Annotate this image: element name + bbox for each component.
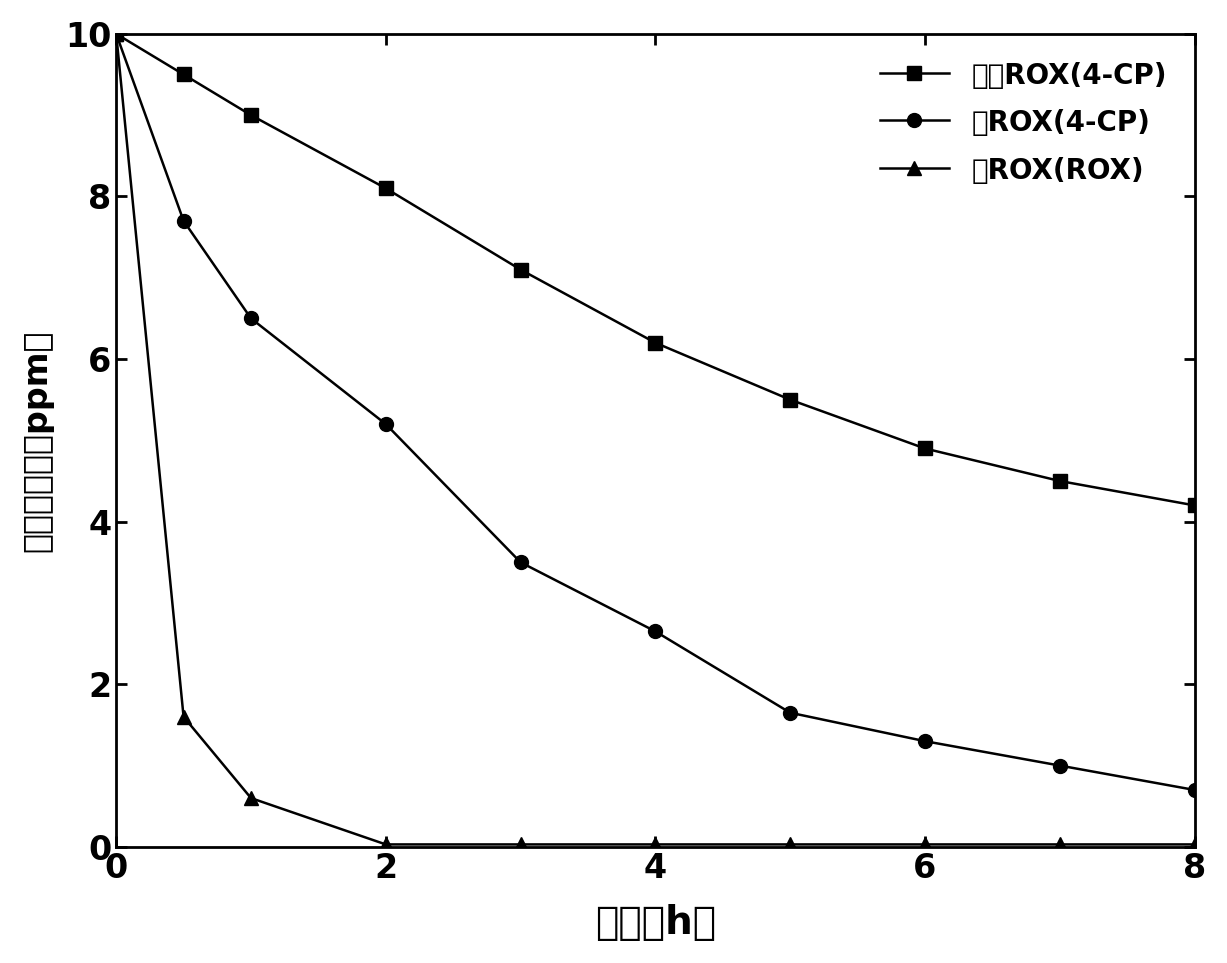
不加ROX(4-CP) (378, 183, 393, 195)
加ROX(ROX) (513, 839, 528, 850)
加ROX(4-CP) (783, 707, 798, 718)
加ROX(4-CP) (648, 626, 663, 638)
不加ROX(4-CP) (244, 110, 259, 121)
加ROX(ROX) (109, 28, 124, 39)
不加ROX(4-CP) (513, 264, 528, 275)
Line: 加ROX(4-CP): 加ROX(4-CP) (109, 27, 1201, 797)
加ROX(4-CP) (918, 736, 933, 747)
加ROX(4-CP) (1053, 760, 1067, 771)
加ROX(4-CP) (109, 28, 124, 39)
加ROX(ROX) (378, 839, 393, 850)
X-axis label: 时间（h）: 时间（h） (595, 904, 715, 942)
加ROX(4-CP) (244, 313, 259, 325)
不加ROX(4-CP) (109, 28, 124, 39)
不加ROX(4-CP) (1188, 500, 1202, 511)
加ROX(4-CP) (378, 418, 393, 429)
加ROX(ROX) (1188, 839, 1202, 850)
加ROX(4-CP) (1188, 784, 1202, 795)
加ROX(4-CP) (513, 557, 528, 568)
Line: 不加ROX(4-CP): 不加ROX(4-CP) (109, 27, 1201, 512)
不加ROX(4-CP) (783, 394, 798, 405)
不加ROX(4-CP) (648, 337, 663, 349)
Line: 加ROX(ROX): 加ROX(ROX) (109, 27, 1201, 851)
加ROX(ROX) (918, 839, 933, 850)
加ROX(ROX) (648, 839, 663, 850)
加ROX(ROX) (783, 839, 798, 850)
加ROX(ROX) (1053, 839, 1067, 850)
不加ROX(4-CP) (1053, 475, 1067, 486)
加ROX(ROX) (177, 711, 191, 722)
不加ROX(4-CP) (918, 443, 933, 455)
Legend: 不加ROX(4-CP), 加ROX(4-CP), 加ROX(ROX): 不加ROX(4-CP), 加ROX(4-CP), 加ROX(ROX) (866, 48, 1180, 198)
加ROX(4-CP) (177, 215, 191, 226)
Y-axis label: 污染物浓度（ppm）: 污染物浓度（ppm） (21, 329, 54, 552)
加ROX(ROX) (244, 793, 259, 804)
不加ROX(4-CP) (177, 68, 191, 80)
